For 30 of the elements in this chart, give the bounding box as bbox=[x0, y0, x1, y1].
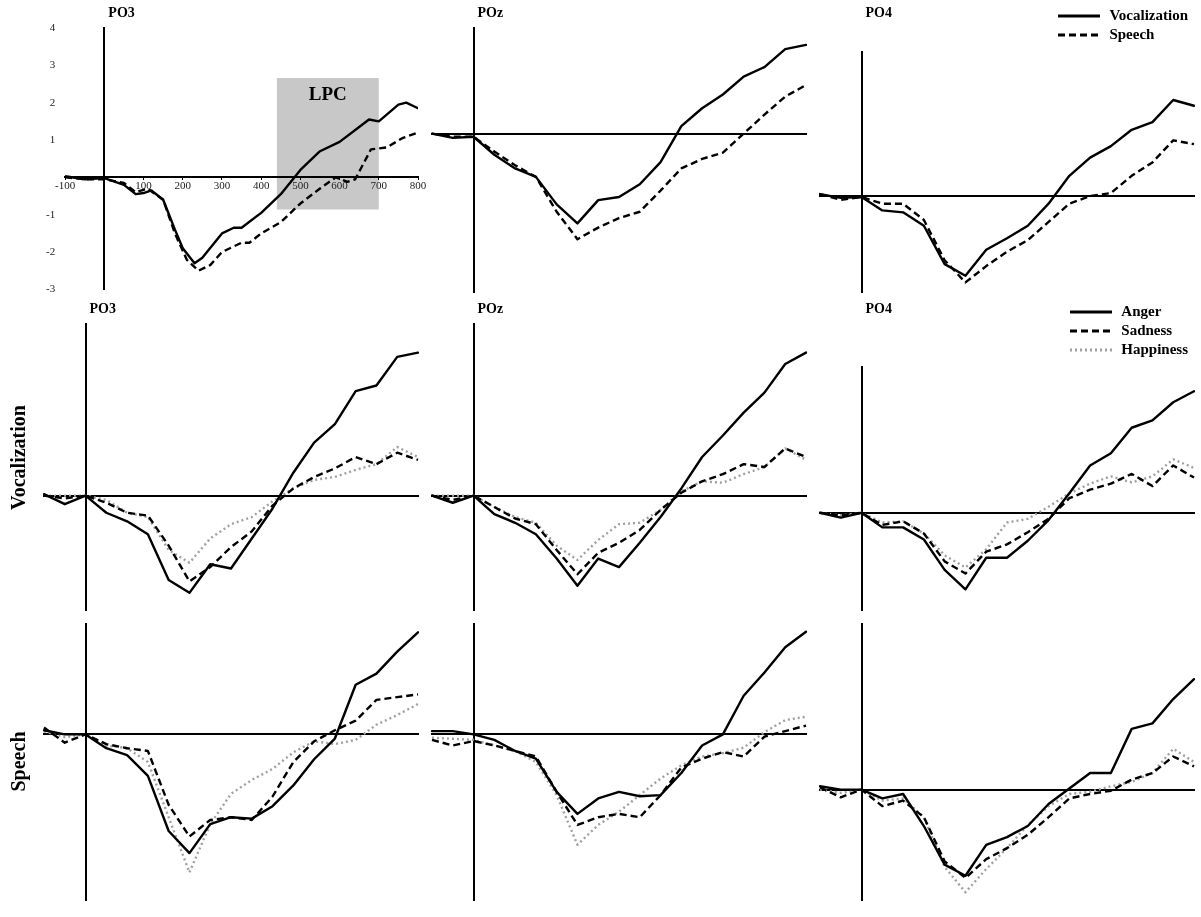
chart-title: POz bbox=[477, 300, 504, 316]
chart-title: PO3 bbox=[108, 4, 135, 20]
x-tick-label: 100 bbox=[135, 178, 153, 191]
x-tick-label: 400 bbox=[252, 178, 270, 191]
y-tick-label: 3 bbox=[49, 58, 56, 71]
y-tick-label: -3 bbox=[45, 282, 56, 295]
chart-title: POz bbox=[477, 4, 504, 20]
y-axis-title: Vocalization bbox=[6, 404, 30, 510]
legend-label: Speech bbox=[1109, 25, 1155, 44]
x-tick-label: 300 bbox=[213, 178, 231, 191]
y-tick-label: 4 bbox=[49, 20, 56, 33]
legend-label: Happiness bbox=[1121, 340, 1188, 359]
x-tick-label: 700 bbox=[370, 178, 388, 191]
x-tick-label: 600 bbox=[331, 178, 349, 191]
x-tick-label: -100 bbox=[55, 178, 76, 191]
legend-label: Anger bbox=[1121, 302, 1162, 321]
legend-label: Vocalization bbox=[1109, 6, 1188, 25]
y-tick-label: 1 bbox=[49, 132, 56, 145]
y-axis-title: Speech bbox=[6, 731, 30, 791]
chart-title: PO3 bbox=[89, 300, 117, 316]
x-tick-label: 500 bbox=[292, 178, 310, 191]
x-tick-label: 800 bbox=[409, 178, 427, 191]
x-tick-label: 200 bbox=[174, 178, 192, 191]
y-tick-label: -1 bbox=[45, 207, 56, 220]
chart-title: PO4 bbox=[865, 4, 893, 20]
chart-title: PO4 bbox=[865, 300, 893, 316]
y-tick-label: -2 bbox=[45, 244, 56, 257]
legend-label: Sadness bbox=[1121, 321, 1173, 340]
band-label: LPC bbox=[308, 83, 347, 105]
y-tick-label: 2 bbox=[49, 95, 56, 108]
